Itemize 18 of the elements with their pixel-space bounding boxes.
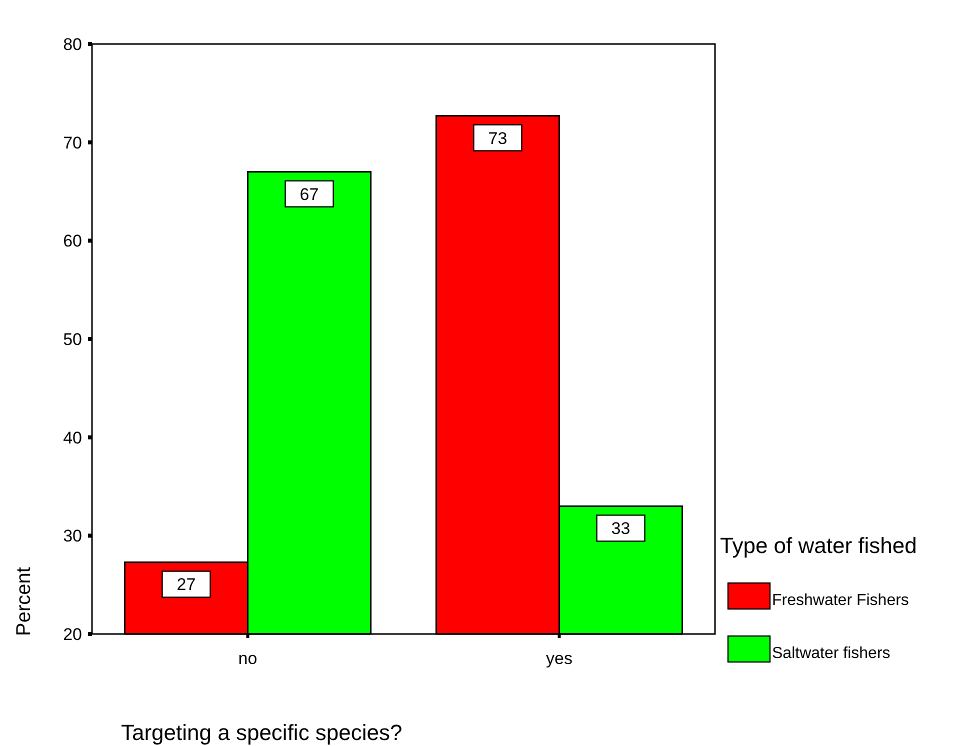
legend-title: Type of water fished	[720, 533, 917, 558]
data-label: 73	[488, 128, 508, 148]
y-tick-label: 40	[63, 428, 82, 448]
x-tick-label: no	[238, 649, 258, 668]
y-tick-label: 70	[63, 133, 82, 152]
data-label: 33	[611, 519, 630, 538]
y-tick-label: 20	[63, 624, 82, 644]
y-tick-label: 60	[63, 232, 82, 251]
data-label: 67	[300, 184, 319, 204]
y-tick-label: 30	[63, 526, 82, 546]
legend-label: Saltwater fishers	[772, 645, 890, 662]
y-tick-label: 50	[63, 330, 82, 349]
x-axis-title: Targeting a specific species?	[121, 720, 402, 745]
data-label: 27	[176, 575, 196, 594]
legend-label: Freshwater Fishers	[772, 592, 909, 609]
x-tick-label: yes	[546, 649, 572, 668]
y-axis-title: Percent	[13, 566, 35, 636]
y-tick-label: 80	[63, 34, 82, 54]
